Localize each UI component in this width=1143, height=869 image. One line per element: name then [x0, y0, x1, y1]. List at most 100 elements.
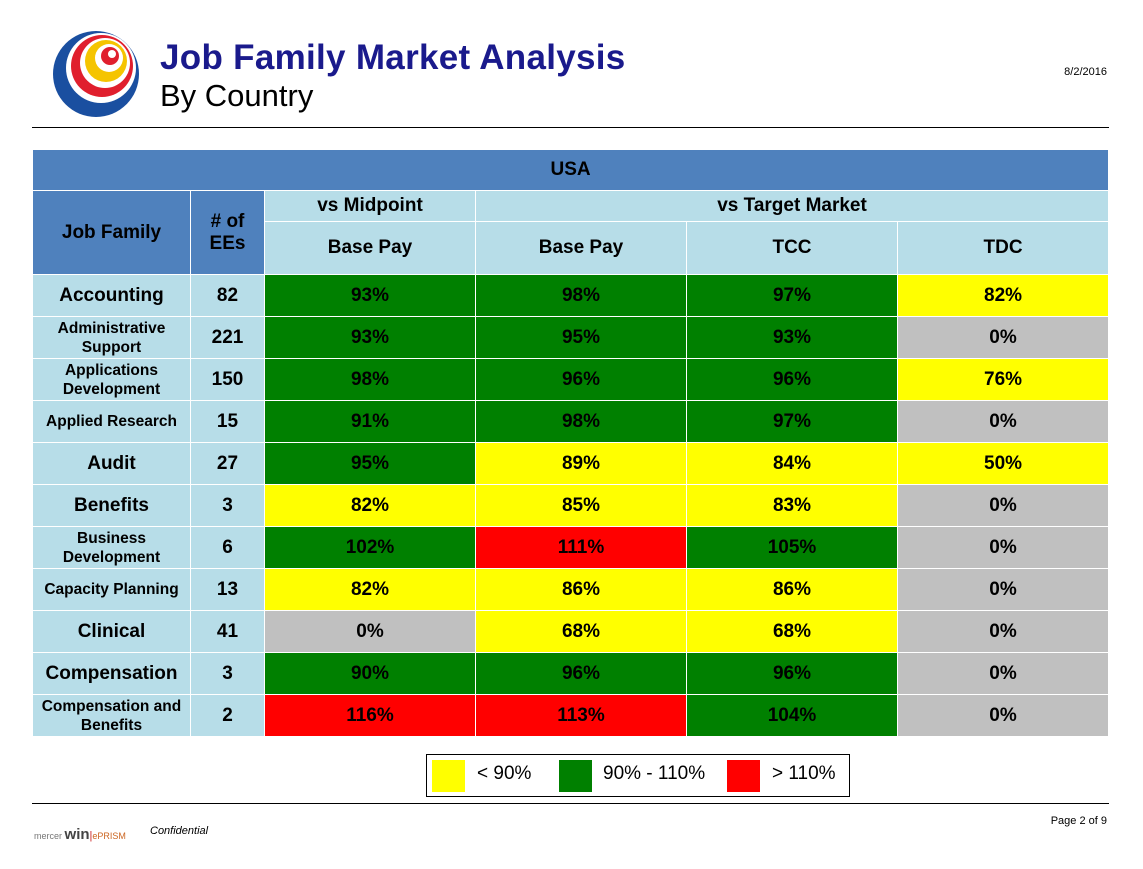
job-family-cell: Accounting — [32, 274, 191, 317]
legend-label-high: > 110% — [772, 763, 836, 784]
midpoint-base-pay-cell: 102% — [264, 526, 476, 569]
ees-count-cell: 82 — [190, 274, 265, 317]
job-family-table: USA Job Family # of EEs vs Midpoint vs T… — [31, 149, 1110, 737]
column-header-tcc: TCC — [686, 221, 898, 275]
ees-count-cell: 221 — [190, 316, 265, 359]
table-row: Administrative Support 221 93% 95% 93% 0% — [32, 316, 1110, 359]
target-base-pay-cell: 111% — [475, 526, 687, 569]
tdc-cell: 0% — [896, 526, 1110, 569]
tdc-cell: 76% — [896, 358, 1110, 401]
tcc-cell: 68% — [686, 610, 898, 653]
footer-divider — [32, 803, 1109, 804]
country-header: USA — [31, 149, 1110, 191]
ees-count-cell: 6 — [190, 526, 265, 569]
color-legend: < 90% 90% - 110% > 110% — [426, 754, 850, 797]
tdc-cell: 50% — [896, 442, 1110, 485]
footer-brand-logo: mercer win|ePRISM — [34, 826, 126, 843]
job-family-cell: Applied Research — [32, 400, 191, 443]
table-row: Compensation and Benefits 2 116% 113% 104% 0% — [32, 694, 1110, 737]
tdc-cell: 82% — [896, 274, 1110, 317]
report-date: 8/2/2016 — [1064, 66, 1107, 78]
table-row: Applications Development 150 98% 96% 96% 76% — [32, 358, 1110, 401]
midpoint-base-pay-cell: 90% — [264, 652, 476, 695]
target-base-pay-cell: 98% — [475, 274, 687, 317]
legend-swatch-mid — [559, 760, 592, 792]
ees-count-cell: 3 — [190, 652, 265, 695]
tcc-cell: 96% — [686, 652, 898, 695]
brand-win: win — [64, 826, 90, 843]
ees-count-cell: 150 — [190, 358, 265, 401]
job-family-cell: Applications Development — [32, 358, 191, 401]
midpoint-base-pay-cell: 82% — [264, 568, 476, 611]
job-family-cell: Business Development — [32, 526, 191, 569]
legend-swatch-high — [727, 760, 760, 792]
page-title: Job Family Market Analysis — [160, 38, 626, 77]
ees-count-cell: 27 — [190, 442, 265, 485]
target-base-pay-cell: 96% — [475, 652, 687, 695]
tdc-cell: 0% — [896, 610, 1110, 653]
midpoint-base-pay-cell: 98% — [264, 358, 476, 401]
job-family-cell: Compensation — [32, 652, 191, 695]
ees-count-cell: 15 — [190, 400, 265, 443]
column-header-ees: # of EEs — [190, 190, 265, 275]
tcc-cell: 86% — [686, 568, 898, 611]
target-base-pay-cell: 96% — [475, 358, 687, 401]
midpoint-base-pay-cell: 91% — [264, 400, 476, 443]
tdc-cell: 0% — [896, 568, 1110, 611]
table-row: Applied Research 15 91% 98% 97% 0% — [32, 400, 1110, 443]
tcc-cell: 97% — [686, 400, 898, 443]
ees-count-cell: 13 — [190, 568, 265, 611]
legend-swatch-low — [432, 760, 465, 792]
tdc-cell: 0% — [896, 694, 1110, 737]
tdc-cell: 0% — [896, 316, 1110, 359]
job-family-cell: Administrative Support — [32, 316, 191, 359]
ees-count-cell: 41 — [190, 610, 265, 653]
tcc-cell: 93% — [686, 316, 898, 359]
tcc-cell: 96% — [686, 358, 898, 401]
ees-count-cell: 2 — [190, 694, 265, 737]
brand-eprism: ePRISM — [92, 831, 126, 841]
midpoint-base-pay-cell: 95% — [264, 442, 476, 485]
job-family-cell: Audit — [32, 442, 191, 485]
target-base-pay-cell: 95% — [475, 316, 687, 359]
table-row: Business Development 6 102% 111% 105% 0% — [32, 526, 1110, 569]
target-base-pay-cell: 86% — [475, 568, 687, 611]
table-row: Compensation 3 90% 96% 96% 0% — [32, 652, 1110, 695]
brand-mercer: mercer — [34, 831, 63, 841]
column-header-job-family: Job Family — [32, 190, 191, 275]
tcc-cell: 97% — [686, 274, 898, 317]
column-header-target-base-pay: Base Pay — [475, 221, 687, 275]
group-header-target-market: vs Target Market — [474, 190, 1110, 222]
legend-label-low: < 90% — [477, 763, 532, 784]
table-row: Benefits 3 82% 85% 83% 0% — [32, 484, 1110, 527]
table-row: Accounting 82 93% 98% 97% 82% — [32, 274, 1110, 317]
column-header-midpoint-base-pay: Base Pay — [264, 221, 476, 275]
company-logo-icon — [53, 31, 139, 117]
header-divider — [32, 127, 1109, 128]
column-header-tdc: TDC — [896, 221, 1110, 275]
target-base-pay-cell: 89% — [475, 442, 687, 485]
midpoint-base-pay-cell: 93% — [264, 316, 476, 359]
tcc-cell: 84% — [686, 442, 898, 485]
confidential-label: Confidential — [150, 825, 209, 837]
tcc-cell: 104% — [686, 694, 898, 737]
tcc-cell: 105% — [686, 526, 898, 569]
page-number: Page 2 of 9 — [1050, 815, 1107, 827]
table-row: Capacity Planning 13 82% 86% 86% 0% — [32, 568, 1110, 611]
job-family-cell: Capacity Planning — [32, 568, 191, 611]
midpoint-base-pay-cell: 82% — [264, 484, 476, 527]
page-subtitle: By Country — [160, 78, 314, 113]
legend-label-mid: 90% - 110% — [603, 763, 706, 784]
target-base-pay-cell: 68% — [475, 610, 687, 653]
target-base-pay-cell: 85% — [475, 484, 687, 527]
midpoint-base-pay-cell: 116% — [264, 694, 476, 737]
tdc-cell: 0% — [896, 484, 1110, 527]
tcc-cell: 83% — [686, 484, 898, 527]
table-row: Audit 27 95% 89% 84% 50% — [32, 442, 1110, 485]
job-family-cell: Compensation and Benefits — [32, 694, 191, 737]
midpoint-base-pay-cell: 0% — [264, 610, 476, 653]
column-header-ees-line1: # of — [210, 210, 245, 232]
group-header-midpoint: vs Midpoint — [264, 190, 476, 222]
column-header-ees-line2: EEs — [209, 232, 246, 254]
target-base-pay-cell: 98% — [475, 400, 687, 443]
